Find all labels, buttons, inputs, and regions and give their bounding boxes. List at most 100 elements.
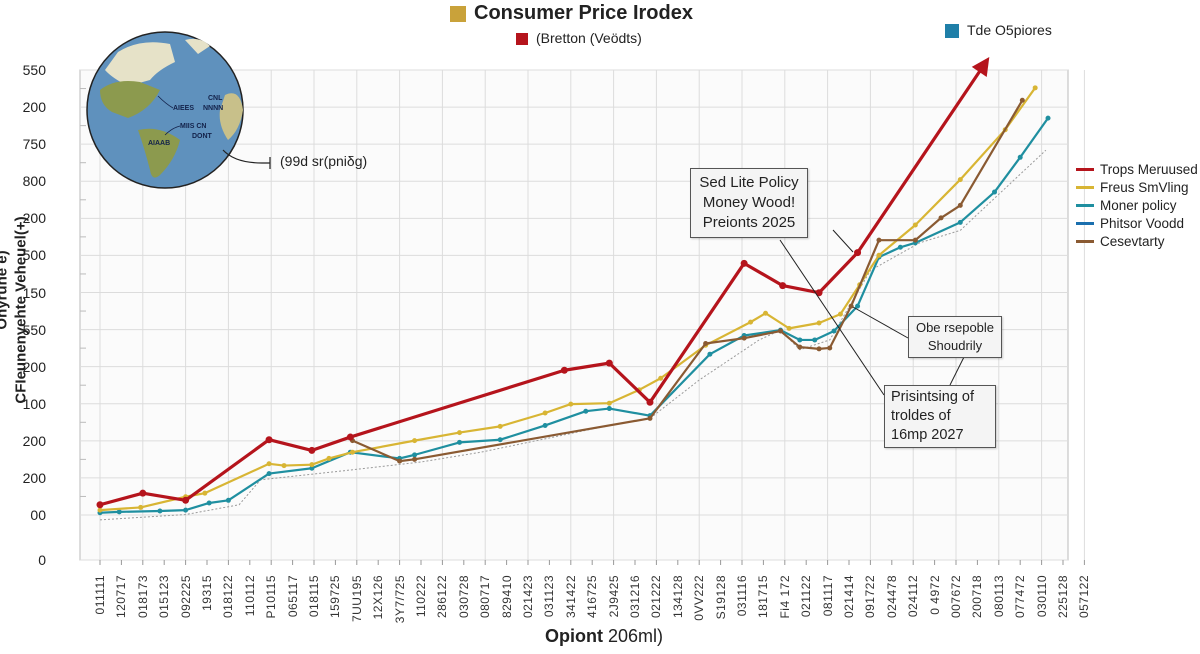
x-tick-label: 0 4972 [927, 575, 942, 615]
x-tick-label: 031116 [735, 575, 749, 617]
x-tick-label: 12X126 [371, 575, 386, 620]
x-axis-title-rest: 206ml) [608, 626, 664, 646]
data-point [497, 423, 503, 429]
legend-label: Freus SmVling [1100, 179, 1189, 195]
data-point [457, 439, 463, 445]
data-point [779, 282, 787, 290]
data-point [202, 490, 208, 496]
annotation-box-stability: Obe rsepoble Shoudrily [908, 316, 1002, 358]
data-point [560, 366, 568, 374]
x-axis-title-bold: Opiont [545, 626, 603, 646]
data-point [1017, 154, 1023, 160]
data-point [457, 430, 463, 436]
annotation-line: troldes of [891, 408, 951, 424]
legend-item: Moner policy [1076, 196, 1198, 214]
data-point [309, 465, 315, 471]
y-axis-title: CFIeunenyehte Veheuel(+) [12, 216, 30, 404]
data-point [703, 341, 709, 347]
data-point [897, 244, 903, 250]
annotation-line: Money Wood! [702, 194, 796, 211]
globe-annotation: (99d sr(pniδg) [280, 153, 368, 169]
x-tick-label: 077472 [1013, 575, 1028, 619]
data-point [646, 398, 654, 406]
y-tick-label: 00 [30, 507, 46, 523]
annotation-leader-line [852, 306, 909, 339]
x-tick-label: 030110 [1034, 575, 1049, 618]
x-tick-label: 011111 [93, 575, 107, 615]
x-tick-label: S19128 [713, 575, 728, 620]
x-tick-label: 341422 [563, 575, 578, 619]
y-tick-label: 200 [22, 432, 46, 449]
top-right-legend: Tde O5piores [945, 22, 1052, 39]
legend-item: Phitsor Voodd [1076, 214, 1198, 232]
y-tick-label: 200 [22, 210, 46, 227]
data-point [816, 320, 822, 326]
data-point [848, 303, 854, 309]
x-tick-label: 2J9425 [606, 575, 621, 618]
annotation-leader-line [949, 354, 966, 386]
data-point [957, 177, 963, 183]
data-point [583, 408, 589, 414]
legend: Trops Meruused Freus SmVling Moner polic… [1076, 160, 1198, 250]
data-point [206, 500, 212, 506]
red-square-icon [516, 33, 528, 46]
data-point [350, 449, 356, 455]
data-point [281, 463, 287, 469]
legend-item: Freus SmVling [1076, 178, 1198, 196]
data-point [748, 319, 754, 325]
x-tick-label: 021122 [799, 575, 814, 618]
data-point [309, 462, 315, 468]
x-tick-label: 081117 [820, 575, 835, 617]
globe-label: AIEES [173, 105, 195, 112]
data-point [326, 455, 332, 461]
x-tick-label: 225128 [1056, 575, 1070, 619]
x-tick-label: 0VV222 [692, 575, 707, 621]
data-point [763, 310, 769, 316]
data-point [647, 415, 653, 421]
legend-item: Cesevtarty [1076, 232, 1198, 250]
legend-swatch [1076, 239, 1094, 243]
y-tick-label: 550 [22, 62, 46, 78]
x-tick-label: 829410 [499, 575, 514, 619]
data-point [1045, 115, 1051, 121]
annotation-box-2027: Prisintsing of troldes of 16mp 2027 [884, 385, 996, 448]
x-tick-label: 024478 [884, 575, 899, 619]
data-point [397, 458, 403, 464]
data-point [831, 328, 837, 334]
legend-label: Moner policy [1100, 197, 1177, 213]
x-tick-label: Fi4 172 [777, 575, 792, 619]
x-tick-label: 181715 [756, 575, 771, 619]
data-point [542, 422, 548, 428]
data-point [308, 446, 316, 454]
data-point [497, 437, 503, 443]
legend-label: Cesevtarty [1100, 233, 1165, 249]
data-point [346, 433, 354, 441]
x-tick-label: 021423 [521, 575, 535, 619]
x-tick-label: P10115 [264, 575, 279, 619]
x-tick-label: 19315 [200, 575, 214, 611]
data-point [741, 335, 747, 341]
data-point [786, 325, 792, 331]
data-point [827, 345, 833, 351]
x-tick-label: 018122 [221, 575, 236, 619]
data-point [658, 375, 664, 381]
annotation-leader-line [779, 239, 885, 396]
series-line-cesevtarty [352, 99, 1024, 463]
data-point [183, 507, 189, 513]
x-tick-label: 031123 [542, 575, 557, 618]
y-tick-label: 500 [22, 247, 46, 264]
data-point [740, 259, 748, 267]
data-point [912, 222, 918, 228]
annotation-line: 16mp 2027 [891, 427, 964, 443]
data-point [412, 438, 418, 444]
data-point [957, 202, 963, 208]
data-point [816, 346, 822, 352]
x-tick-label: 018115 [307, 575, 321, 618]
x-tick-label: 416725 [585, 575, 600, 619]
data-point [606, 400, 612, 406]
data-point [797, 344, 803, 350]
data-point [96, 501, 104, 509]
x-tick-label: 024112 [906, 575, 921, 618]
x-tick-label: 200718 [970, 575, 985, 619]
